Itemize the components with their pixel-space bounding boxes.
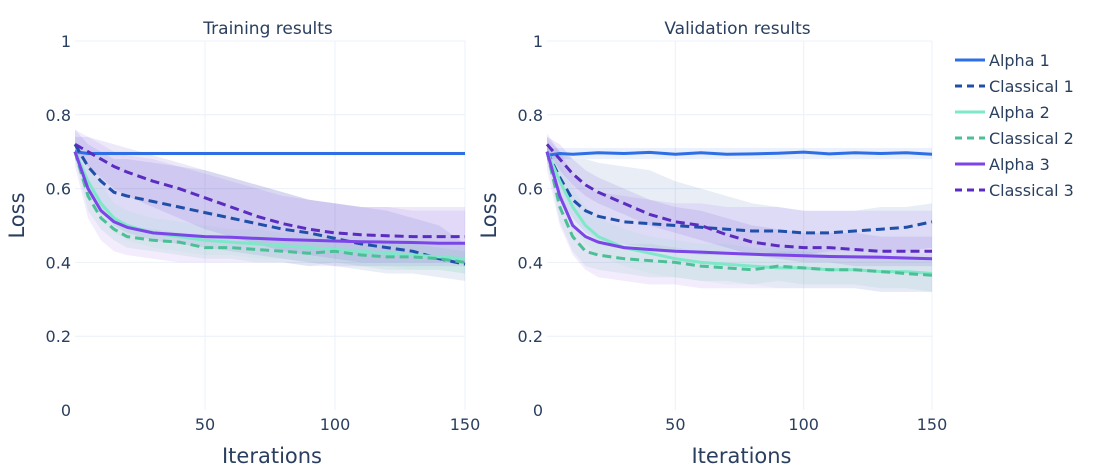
- legend-item-classical-1[interactable]: Classical 1: [955, 77, 1074, 96]
- y-tick-label: 0.2: [518, 327, 543, 346]
- legend-item-alpha-2[interactable]: Alpha 2: [955, 103, 1050, 122]
- x-tick-label: 50: [665, 415, 685, 434]
- y-tick-label: 1: [533, 32, 543, 51]
- series-alpha-2[interactable]: [73, 151, 466, 261]
- y-tick-label: 1: [61, 32, 71, 51]
- legend[interactable]: Alpha 1 Classical 1 Alpha 2 Classical 2 Alph…: [955, 51, 1074, 200]
- panel-title: Validation results: [664, 19, 810, 39]
- series-alpha-3[interactable]: [73, 151, 465, 245]
- legend-item-classical-3[interactable]: Classical 3: [955, 181, 1074, 200]
- legend-label: Alpha 2: [989, 103, 1050, 122]
- series-alpha-1[interactable]: [74, 150, 465, 155]
- legend-label: Classical 2: [989, 129, 1074, 148]
- series-classical-1[interactable]: [545, 151, 933, 235]
- legend-item-alpha-3[interactable]: Alpha 3: [955, 155, 1050, 174]
- legend-item-classical-2[interactable]: Classical 2: [955, 129, 1074, 148]
- band-classical-3: [75, 136, 465, 263]
- x-axis-title: Iterations: [691, 444, 791, 468]
- panel-title: Training results: [202, 19, 333, 39]
- y-tick-label: 0.4: [518, 253, 543, 272]
- series-classical-2[interactable]: [545, 151, 933, 277]
- series-classical-1[interactable]: [73, 143, 466, 266]
- series-classical-3[interactable]: [545, 143, 932, 253]
- series-classical-3[interactable]: [74, 142, 465, 239]
- band-classical-2: [75, 144, 465, 274]
- series-alpha-3[interactable]: [545, 151, 933, 261]
- band-classical-1: [547, 136, 932, 255]
- y-tick-label: 0.8: [518, 106, 543, 125]
- legend-label: Classical 1: [989, 77, 1074, 96]
- y-tick-label: 0.6: [518, 180, 543, 199]
- y-axis-title: Loss: [5, 192, 29, 238]
- y-tick-label: 0.8: [46, 106, 71, 125]
- x-tick-label: 100: [320, 415, 351, 434]
- x-tick-label: 50: [195, 415, 215, 434]
- series-alpha-1[interactable]: [546, 150, 933, 157]
- x-axis-title: Iterations: [222, 444, 322, 468]
- legend-label: Alpha 3: [989, 155, 1050, 174]
- x-tick-label: 150: [917, 415, 948, 434]
- legend-label: Alpha 1: [989, 51, 1050, 70]
- legend-item-alpha-1[interactable]: Alpha 1: [955, 51, 1050, 70]
- y-tick-label: 0: [61, 401, 71, 420]
- y-tick-label: 0: [533, 401, 543, 420]
- y-tick-label: 0.4: [46, 253, 71, 272]
- y-axis-title: Loss: [477, 192, 501, 238]
- x-tick-label: 150: [450, 415, 481, 434]
- legend-label: Classical 3: [989, 181, 1074, 200]
- band-classical-2: [547, 144, 932, 292]
- x-tick-label: 100: [788, 415, 819, 434]
- band-alpha-3: [75, 129, 465, 267]
- y-tick-label: 0.2: [46, 327, 71, 346]
- y-tick-label: 0.6: [46, 180, 71, 199]
- series-classical-2[interactable]: [73, 151, 466, 264]
- band-alpha-2: [547, 144, 932, 292]
